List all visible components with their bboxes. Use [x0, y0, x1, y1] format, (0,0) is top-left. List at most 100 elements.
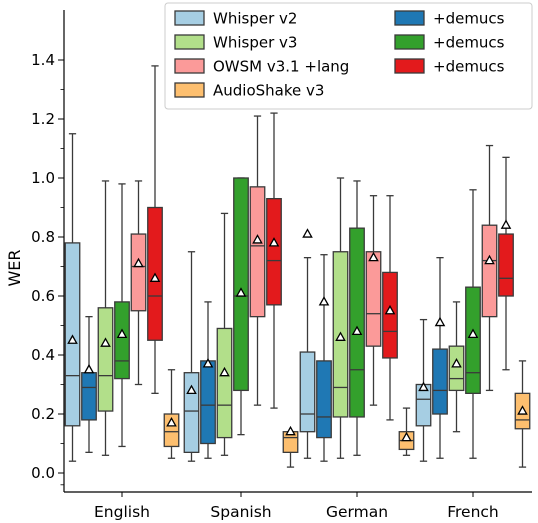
box-5-spanish [266, 112, 282, 409]
mean-marker [351, 325, 363, 336]
box-2-german [332, 177, 349, 459]
box-body [498, 233, 514, 297]
mean-marker [484, 254, 495, 265]
legend-swatch [394, 58, 425, 74]
box-0-spanish [183, 251, 200, 462]
x-tick-label-french: French [447, 503, 499, 521]
mean-marker [202, 358, 214, 368]
legend-swatch [174, 34, 205, 50]
mean-marker [219, 366, 230, 377]
mean-marker [100, 337, 111, 347]
box-0-english [64, 133, 81, 462]
box-body [249, 186, 266, 318]
mean-marker [467, 328, 479, 339]
mean-marker [434, 316, 446, 327]
box-body [163, 413, 180, 448]
box-body [349, 227, 365, 418]
mean-marker [384, 304, 396, 315]
box-6-spanish [282, 425, 299, 468]
mean-marker [67, 334, 78, 344]
y-tick-label: 0.4 [31, 346, 55, 364]
mean-marker [186, 384, 197, 395]
mean-marker [83, 363, 95, 374]
mean-marker [116, 328, 128, 339]
box-body [200, 360, 216, 445]
mean-marker [133, 257, 144, 268]
mean-marker [149, 272, 161, 282]
mean-marker [500, 219, 512, 229]
legend-label: +demucs [433, 58, 505, 76]
mean-marker [401, 431, 412, 442]
box-body [114, 301, 130, 380]
box-1-english [81, 315, 97, 454]
box-5-german [382, 195, 398, 421]
y-axis-label: WER [5, 249, 24, 286]
box-2-english [97, 180, 114, 456]
legend-swatch [174, 58, 205, 74]
box-body [130, 233, 147, 312]
legend-label: AudioShake v3 [213, 82, 324, 100]
mean-marker [268, 237, 280, 247]
box-body [448, 345, 465, 392]
y-tick-label: 1.4 [31, 51, 55, 69]
box-5-english [147, 65, 163, 395]
box-3-french [465, 189, 481, 459]
box-6-french [514, 360, 531, 468]
x-tick-label-german: German [326, 503, 388, 521]
legend-label: +demucs [433, 10, 505, 28]
axes: 0.0 0.2 0.4 0.6 0.8 1.0 1.2 1.4 English Spanish Ge… [31, 10, 532, 521]
box-body [216, 327, 233, 439]
y-tick-label: 0.8 [31, 228, 55, 246]
box-body [299, 351, 316, 433]
box-1-french [432, 256, 448, 459]
box-3-german [349, 180, 365, 456]
box-4-english [130, 180, 147, 386]
y-tick-label: 0.6 [31, 287, 55, 305]
legend-label: OWSM v3.1 +lang [213, 58, 349, 76]
box-1-german [316, 254, 332, 462]
legend-frame [164, 2, 533, 110]
mean-marker [285, 425, 296, 436]
mean-marker [235, 287, 247, 297]
legend-label: Whisper v2 [213, 10, 297, 28]
box-4-german [365, 195, 382, 406]
box-2-spanish [216, 212, 233, 456]
legend-swatch [174, 10, 205, 26]
x-tick-label-spanish: Spanish [210, 503, 271, 521]
box-body [465, 286, 481, 394]
mean-marker [252, 234, 263, 244]
mean-marker [166, 417, 177, 427]
box-body [432, 348, 448, 415]
box-body [233, 177, 249, 392]
box-6-english [163, 369, 180, 459]
mean-marker [451, 358, 462, 368]
box-marks [64, 65, 531, 468]
mean-marker [302, 228, 313, 238]
box-body [81, 372, 97, 421]
mean-marker [418, 381, 429, 392]
mean-marker [368, 251, 379, 262]
box-0-german [299, 228, 316, 459]
x-tick-label-english: English [94, 503, 150, 521]
box-1-spanish [200, 301, 216, 459]
box-body [382, 271, 398, 359]
legend-label: Whisper v3 [213, 34, 297, 52]
box-0-french [415, 318, 432, 462]
mean-marker [318, 296, 330, 306]
legend-label: +demucs [433, 34, 505, 52]
box-body [266, 197, 282, 306]
box-4-spanish [249, 115, 266, 406]
box-body [64, 242, 81, 427]
mean-marker [335, 331, 346, 341]
legend-swatch [174, 82, 205, 98]
box-4-french [481, 144, 498, 392]
y-tick-label: 0.0 [31, 464, 55, 482]
legend-swatch [394, 10, 425, 26]
legend-swatch [394, 34, 425, 50]
box-body [365, 251, 382, 347]
mean-marker [517, 405, 528, 415]
box-body [97, 307, 114, 412]
box-3-spanish [233, 177, 249, 436]
box-3-english [114, 183, 130, 448]
